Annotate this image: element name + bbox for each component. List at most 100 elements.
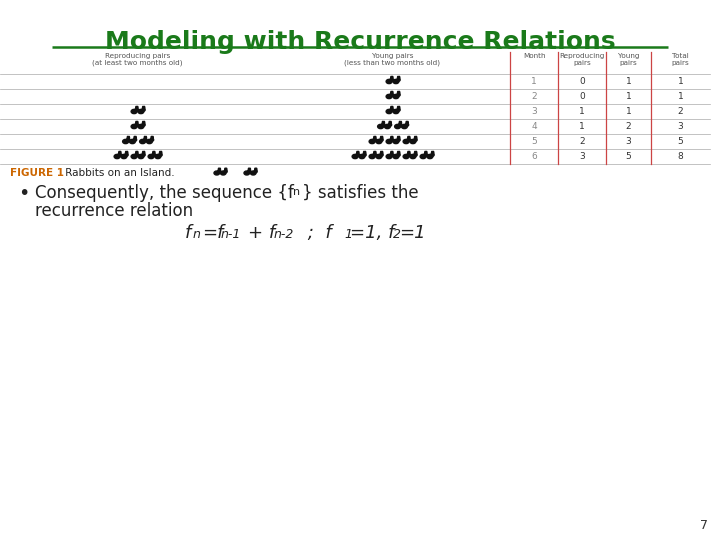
Ellipse shape [393, 139, 399, 144]
Text: FIGURE 1: FIGURE 1 [10, 168, 64, 178]
Ellipse shape [390, 122, 391, 124]
Ellipse shape [152, 153, 156, 156]
Ellipse shape [406, 122, 407, 124]
Ellipse shape [119, 151, 120, 154]
Ellipse shape [158, 153, 162, 156]
Ellipse shape [142, 123, 145, 126]
Ellipse shape [391, 91, 392, 94]
Ellipse shape [402, 124, 408, 129]
Ellipse shape [399, 137, 400, 139]
Ellipse shape [399, 76, 400, 79]
Ellipse shape [375, 137, 376, 139]
Ellipse shape [382, 137, 383, 139]
Ellipse shape [399, 122, 400, 124]
Ellipse shape [356, 151, 358, 154]
Ellipse shape [251, 171, 256, 175]
Ellipse shape [144, 106, 145, 109]
Text: Reproducing
pairs: Reproducing pairs [559, 53, 605, 66]
Ellipse shape [390, 109, 393, 111]
Ellipse shape [135, 123, 138, 126]
Text: + f: + f [248, 224, 275, 242]
Ellipse shape [415, 151, 417, 154]
Ellipse shape [224, 170, 228, 173]
Ellipse shape [125, 151, 127, 154]
Ellipse shape [140, 139, 145, 144]
Ellipse shape [248, 168, 249, 171]
Ellipse shape [151, 137, 152, 139]
Ellipse shape [410, 139, 416, 144]
Ellipse shape [410, 154, 416, 159]
Ellipse shape [135, 106, 137, 109]
Ellipse shape [414, 138, 417, 141]
Ellipse shape [153, 151, 154, 154]
Text: recurrence relation: recurrence relation [35, 202, 193, 220]
Ellipse shape [155, 154, 161, 159]
Ellipse shape [373, 138, 377, 141]
Ellipse shape [131, 154, 137, 159]
Ellipse shape [226, 168, 227, 171]
Ellipse shape [397, 151, 399, 154]
Ellipse shape [392, 137, 393, 139]
Ellipse shape [134, 137, 135, 139]
Text: 2: 2 [678, 107, 683, 116]
Ellipse shape [407, 138, 410, 141]
Ellipse shape [131, 110, 137, 113]
Ellipse shape [379, 153, 383, 156]
Ellipse shape [427, 154, 433, 159]
Ellipse shape [380, 151, 382, 154]
Ellipse shape [127, 151, 128, 154]
Ellipse shape [392, 106, 393, 109]
Ellipse shape [248, 170, 251, 173]
Text: 4: 4 [531, 122, 537, 131]
Text: 7: 7 [700, 519, 708, 532]
Ellipse shape [138, 154, 144, 159]
Ellipse shape [391, 76, 392, 79]
Ellipse shape [400, 122, 402, 124]
Ellipse shape [414, 153, 417, 156]
Ellipse shape [386, 94, 392, 99]
Ellipse shape [386, 79, 392, 84]
Ellipse shape [125, 153, 128, 156]
Ellipse shape [409, 151, 410, 154]
Ellipse shape [127, 137, 128, 139]
Ellipse shape [217, 170, 221, 173]
Ellipse shape [392, 151, 393, 154]
Ellipse shape [130, 139, 135, 144]
Ellipse shape [386, 139, 392, 144]
Ellipse shape [138, 110, 144, 113]
Text: 3: 3 [678, 122, 683, 131]
Ellipse shape [397, 91, 399, 94]
Text: 1: 1 [579, 122, 585, 131]
Text: n: n [193, 228, 201, 241]
Ellipse shape [393, 79, 399, 84]
Text: 6: 6 [531, 152, 537, 161]
Ellipse shape [382, 123, 385, 126]
Text: =f: =f [202, 224, 223, 242]
Ellipse shape [397, 138, 400, 141]
Ellipse shape [390, 78, 393, 82]
Ellipse shape [424, 153, 428, 156]
Text: 3: 3 [579, 152, 585, 161]
Text: Modeling with Recurrence Relations: Modeling with Recurrence Relations [104, 30, 616, 54]
Ellipse shape [135, 137, 136, 139]
Ellipse shape [145, 137, 146, 139]
Ellipse shape [397, 109, 400, 111]
Ellipse shape [420, 154, 426, 159]
Text: •: • [18, 184, 30, 203]
Text: 2: 2 [531, 92, 537, 101]
Text: =1: =1 [399, 224, 426, 242]
Ellipse shape [390, 93, 393, 96]
Text: 1: 1 [579, 107, 585, 116]
Ellipse shape [392, 76, 393, 79]
Ellipse shape [160, 151, 161, 154]
Ellipse shape [137, 106, 138, 109]
Text: n-1: n-1 [221, 228, 241, 241]
Ellipse shape [135, 122, 137, 124]
Ellipse shape [214, 171, 220, 175]
Ellipse shape [405, 123, 409, 126]
Ellipse shape [369, 154, 375, 159]
Ellipse shape [373, 153, 377, 156]
Ellipse shape [150, 138, 153, 141]
Text: 1: 1 [626, 92, 631, 101]
Ellipse shape [380, 137, 382, 139]
